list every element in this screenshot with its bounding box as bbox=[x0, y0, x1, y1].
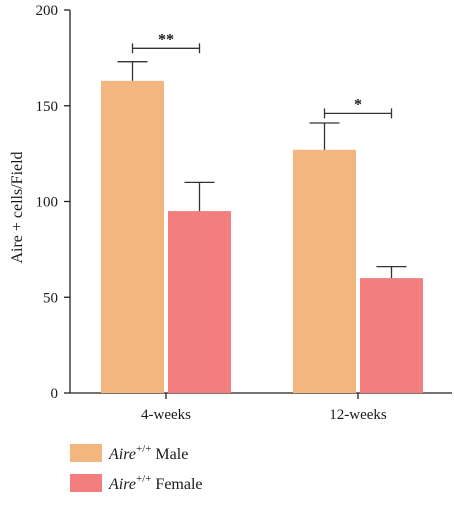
bar bbox=[101, 80, 164, 393]
legend-label: Aire+/+ Male bbox=[108, 443, 188, 463]
legend-swatch bbox=[70, 444, 102, 462]
legend-label: Aire+/+ Female bbox=[108, 473, 203, 493]
y-tick-label: 50 bbox=[43, 290, 58, 306]
y-tick-label: 0 bbox=[51, 386, 59, 402]
x-tick-label: 12-weeks bbox=[329, 407, 387, 423]
significance-label: ** bbox=[158, 31, 174, 48]
legend-swatch bbox=[70, 474, 102, 492]
y-tick-label: 200 bbox=[36, 3, 59, 19]
significance-label: * bbox=[354, 96, 362, 113]
y-tick-label: 100 bbox=[36, 195, 59, 211]
y-tick-label: 150 bbox=[36, 99, 59, 115]
bar bbox=[293, 149, 356, 393]
bar bbox=[168, 211, 231, 393]
y-axis-title: Aire + cells/Field bbox=[9, 151, 26, 263]
x-tick-label: 4-weeks bbox=[141, 407, 191, 423]
bar bbox=[360, 278, 423, 393]
